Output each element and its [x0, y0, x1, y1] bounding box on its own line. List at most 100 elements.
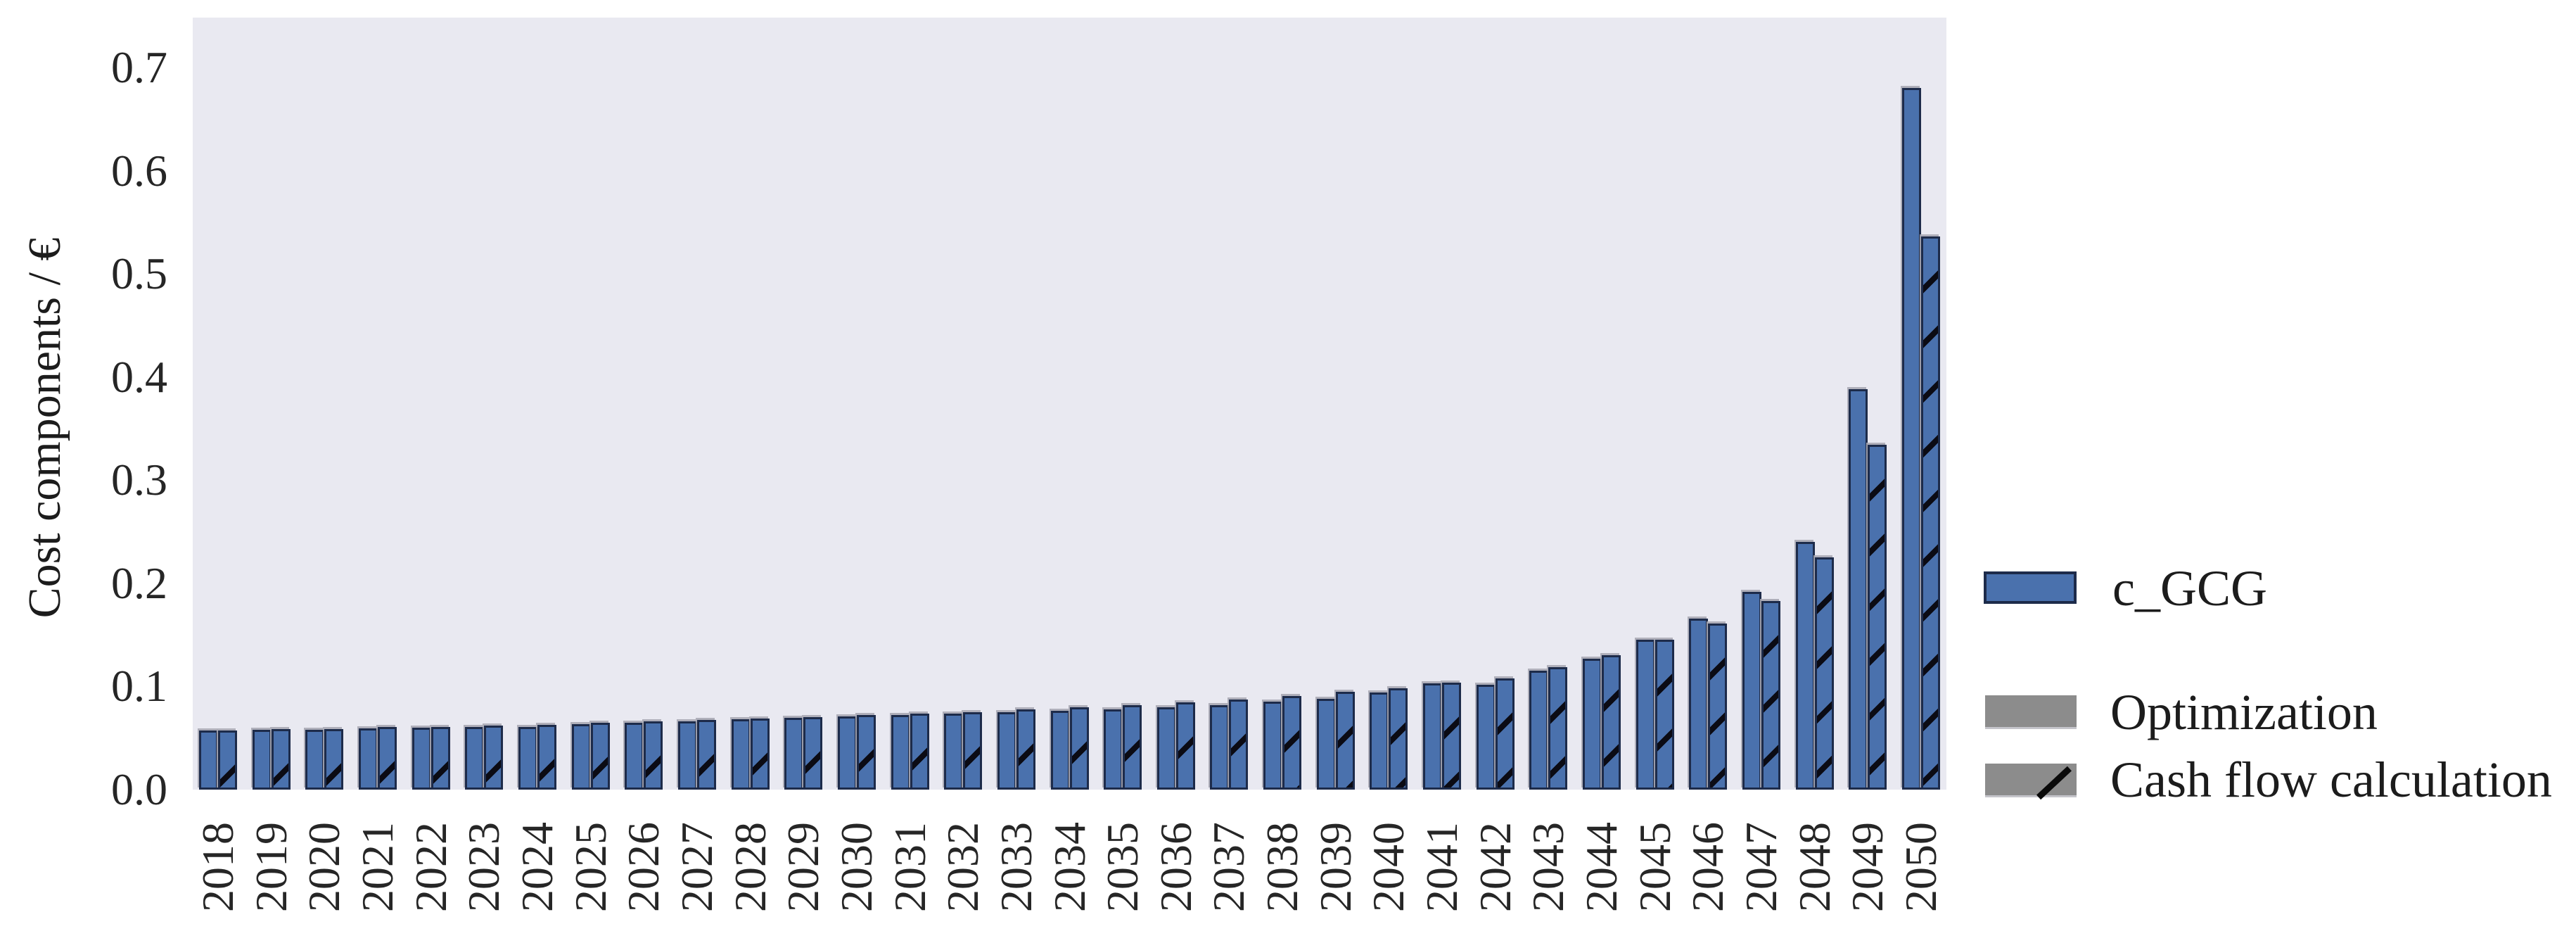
x-tick-label: 2025: [565, 822, 616, 912]
bar-optimization-2026: [625, 723, 644, 790]
bar-optimization-2046: [1689, 619, 1709, 790]
x-tick-label: 2021: [352, 822, 402, 912]
bar-optimization-2020: [305, 730, 325, 790]
bar-cash-flow-2028: [750, 719, 770, 790]
x-tick-label: 2032: [938, 822, 988, 912]
x-tick-label: 2030: [831, 822, 881, 912]
x-tick-label: 2038: [1257, 822, 1308, 912]
x-tick-label: 2028: [725, 822, 775, 912]
bar-optimization-2030: [837, 716, 857, 790]
bar-cash-flow-2036: [1175, 702, 1195, 790]
x-tick-label: 2041: [1417, 822, 1467, 912]
bar-optimization-2044: [1583, 659, 1602, 790]
x-tick-label: 2026: [618, 822, 669, 912]
bar-cash-flow-2047: [1761, 601, 1781, 790]
y-tick-label: 0.5: [111, 248, 167, 299]
bar-cash-flow-2030: [856, 715, 876, 790]
legend-label-c-gcg: c_GCG: [2112, 560, 2267, 616]
bar-cash-flow-2045: [1654, 640, 1674, 790]
x-tick-label: 2037: [1204, 822, 1254, 912]
bar-optimization-2027: [677, 721, 697, 790]
bar-cash-flow-2021: [377, 727, 397, 790]
bar-cash-flow-2035: [1123, 705, 1142, 790]
x-tick-label: 2042: [1469, 822, 1520, 912]
bar-cash-flow-2026: [644, 721, 663, 790]
bar-optimization-2037: [1210, 705, 1230, 790]
bar-cash-flow-2025: [590, 723, 610, 790]
bar-optimization-2021: [358, 728, 378, 790]
bar-optimization-2025: [571, 724, 591, 790]
bar-optimization-2043: [1529, 671, 1549, 790]
bar-cash-flow-2034: [1069, 707, 1089, 790]
bar-cash-flow-2040: [1389, 688, 1408, 790]
bar-cash-flow-2038: [1282, 696, 1302, 790]
bar-optimization-2029: [784, 718, 804, 790]
bar-optimization-2033: [997, 712, 1016, 790]
bar-cash-flow-2037: [1229, 700, 1249, 790]
bar-optimization-2023: [465, 727, 485, 790]
x-tick-label: 2034: [1044, 822, 1095, 912]
bar-cash-flow-2029: [803, 717, 823, 790]
x-tick-label: 2040: [1363, 822, 1414, 912]
x-tick-label: 2036: [1150, 822, 1201, 912]
bar-optimization-2041: [1423, 683, 1443, 790]
y-tick-label: 0.0: [111, 764, 167, 814]
legend-label-optimization: Optimization: [2110, 684, 2378, 740]
bar-cash-flow-2032: [963, 712, 983, 790]
x-tick-label: 2018: [193, 822, 243, 912]
bar-cash-flow-2020: [324, 729, 344, 790]
x-tick-label: 2027: [671, 822, 722, 912]
x-tick-label: 2031: [884, 822, 935, 912]
bar-optimization-2042: [1476, 685, 1496, 790]
bar-optimization-2028: [731, 719, 751, 790]
bar-cash-flow-2031: [910, 714, 929, 790]
x-tick-label: 2046: [1683, 822, 1733, 912]
bar-cash-flow-2027: [696, 720, 716, 790]
y-tick-label: 0.2: [111, 557, 167, 608]
y-tick-label: 0.1: [111, 661, 167, 712]
bar-optimization-2022: [412, 728, 431, 790]
x-tick-label: 2039: [1310, 822, 1360, 912]
x-tick-label: 2033: [990, 822, 1041, 912]
bar-optimization-2050: [1902, 88, 1921, 790]
bar-cash-flow-2018: [218, 731, 237, 790]
bar-optimization-2039: [1316, 699, 1336, 790]
bar-optimization-2019: [252, 730, 272, 790]
bar-optimization-2018: [199, 731, 218, 790]
x-tick-label: 2035: [1097, 822, 1148, 912]
y-tick-label: 0.4: [111, 351, 167, 402]
bar-optimization-2038: [1263, 702, 1283, 790]
hatch-slash-icon: [2036, 766, 2072, 800]
bar-optimization-2049: [1849, 389, 1868, 790]
bar-optimization-2040: [1370, 692, 1389, 790]
bar-cash-flow-2022: [431, 727, 450, 790]
bar-optimization-2048: [1795, 542, 1815, 790]
x-tick-label: 2047: [1736, 822, 1787, 912]
bar-optimization-2045: [1635, 640, 1655, 790]
x-tick-label: 2048: [1789, 822, 1839, 912]
bar-optimization-2034: [1050, 711, 1070, 790]
legend-swatch-c-gcg: [1984, 571, 2077, 604]
bar-cash-flow-2044: [1602, 655, 1621, 790]
y-tick-label: 0.6: [111, 145, 167, 196]
bar-optimization-2036: [1156, 707, 1176, 790]
x-tick-label: 2050: [1896, 822, 1946, 912]
x-tick-label: 2019: [246, 822, 296, 912]
x-tick-label: 2044: [1576, 822, 1627, 912]
bar-optimization-2024: [518, 727, 537, 790]
bar-optimization-2031: [891, 715, 910, 790]
bar-cash-flow-2043: [1548, 667, 1568, 790]
x-tick-label: 2020: [299, 822, 350, 912]
bar-cash-flow-2050: [1921, 236, 1940, 790]
plot-area: [193, 18, 1946, 790]
bar-cash-flow-2039: [1335, 692, 1355, 790]
y-tick-label: 0.7: [111, 42, 167, 93]
x-tick-label: 2049: [1842, 822, 1893, 912]
bar-cash-flow-2024: [537, 725, 556, 790]
bar-cash-flow-2046: [1708, 624, 1728, 790]
bar-cash-flow-2033: [1016, 709, 1035, 790]
legend-swatch-cash-flow: [1985, 764, 2077, 800]
bar-cash-flow-2042: [1495, 678, 1515, 790]
bar-cash-flow-2049: [1868, 445, 1887, 790]
